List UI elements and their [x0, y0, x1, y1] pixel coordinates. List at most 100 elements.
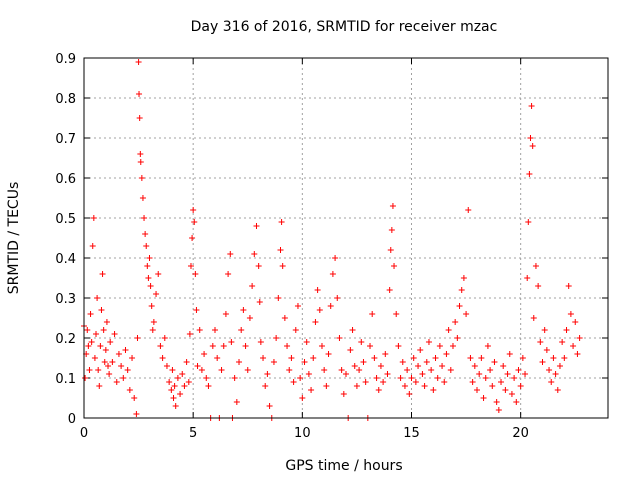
x-tick-label: 15 — [403, 426, 420, 441]
data-point-marker — [118, 363, 125, 369]
data-point-marker — [240, 307, 247, 313]
data-point-marker — [90, 215, 97, 221]
data-point-marker — [87, 311, 94, 317]
data-point-marker — [163, 363, 170, 369]
data-point-marker — [189, 235, 196, 241]
data-point-marker — [528, 103, 535, 109]
data-point-marker — [299, 395, 306, 401]
data-point-marker — [529, 143, 536, 149]
data-point-marker — [170, 395, 177, 401]
data-point-marker — [94, 295, 101, 301]
data-point-marker — [423, 359, 430, 365]
data-point-marker — [432, 355, 439, 361]
data-point-marker — [297, 375, 304, 381]
data-point-marker — [187, 263, 194, 269]
data-point-marker — [253, 223, 260, 229]
data-point-marker — [546, 367, 553, 373]
data-point-marker — [139, 195, 146, 201]
data-point-marker — [434, 375, 441, 381]
data-point-marker — [96, 383, 103, 389]
data-point-marker — [443, 351, 450, 357]
data-points — [81, 59, 583, 421]
data-point-marker — [371, 355, 378, 361]
data-point-marker — [111, 331, 118, 337]
data-point-marker — [567, 311, 574, 317]
data-point-marker — [225, 271, 232, 277]
data-point-marker — [395, 343, 402, 349]
data-point-marker — [484, 343, 491, 349]
data-point-marker — [543, 347, 550, 353]
data-point-marker — [277, 247, 284, 253]
data-point-marker — [373, 375, 380, 381]
data-point-marker — [425, 339, 432, 345]
data-point-marker — [563, 327, 570, 333]
data-point-marker — [212, 327, 218, 333]
axis-ticks: 0 0.1 0.2 0.3 0.4 0.5 0.6 0.7 0.8 0.9 0 5 10 15 20 — [55, 52, 608, 441]
data-point-marker — [157, 343, 164, 349]
data-point-marker — [526, 171, 533, 177]
data-point-marker — [334, 295, 341, 301]
data-point-marker — [325, 351, 332, 357]
data-point-marker — [89, 243, 96, 249]
data-point-marker — [120, 375, 127, 381]
data-point-marker — [565, 283, 572, 289]
data-point-marker — [137, 159, 144, 165]
data-point-marker — [493, 399, 500, 405]
data-point-marker — [146, 255, 153, 261]
y-axis-label: SRMTID / TECUs — [6, 182, 22, 295]
data-point-marker — [218, 367, 225, 373]
data-point-marker — [273, 335, 280, 341]
data-point-marker — [134, 335, 141, 341]
data-point-marker — [312, 319, 319, 325]
data-point-marker — [310, 355, 317, 361]
y-tick-label: 0.8 — [55, 92, 76, 107]
data-point-marker — [336, 335, 343, 341]
plot-frame — [83, 57, 609, 419]
data-point-marker — [406, 391, 413, 397]
data-point-marker — [387, 247, 394, 253]
data-point-marker — [377, 363, 384, 369]
data-point-marker — [150, 319, 157, 325]
data-point-marker — [570, 343, 577, 349]
data-point-marker — [185, 379, 192, 385]
data-point-marker — [270, 359, 277, 365]
data-point-marker — [530, 315, 537, 321]
data-point-marker — [441, 379, 448, 385]
data-point-marker — [552, 371, 559, 377]
data-point-marker — [474, 387, 480, 393]
data-point-marker — [525, 219, 532, 225]
data-point-marker — [456, 303, 463, 309]
y-tick-label: 0.6 — [55, 172, 76, 187]
data-point-marker — [332, 255, 339, 261]
data-point-marker — [541, 327, 548, 333]
data-point-marker — [550, 355, 557, 361]
data-point-marker — [384, 371, 391, 377]
data-point-marker — [408, 375, 415, 381]
data-point-marker — [430, 387, 437, 393]
data-point-marker — [249, 283, 256, 289]
data-point-marker — [489, 383, 496, 389]
data-point-marker — [290, 379, 297, 385]
data-point-marker — [286, 367, 293, 373]
data-point-marker — [262, 383, 269, 389]
data-point-marker — [323, 383, 330, 389]
data-point-marker — [281, 315, 288, 321]
data-point-marker — [367, 343, 374, 349]
data-point-marker — [463, 311, 470, 317]
data-point-marker — [196, 327, 203, 333]
data-point-marker — [576, 335, 583, 341]
data-point-marker — [388, 227, 395, 233]
data-point-marker — [458, 287, 465, 293]
data-point-marker — [222, 311, 229, 317]
data-point-marker — [428, 367, 435, 373]
y-tick-label: 0.4 — [55, 252, 76, 267]
data-point-marker — [316, 307, 323, 313]
data-point-marker — [86, 367, 93, 373]
data-point-marker — [532, 263, 539, 269]
data-point-marker — [138, 175, 145, 181]
data-point-marker — [454, 335, 461, 341]
data-point-marker — [256, 299, 263, 305]
data-point-marker — [177, 391, 184, 397]
data-point-marker — [294, 303, 301, 309]
data-point-marker — [209, 343, 216, 349]
